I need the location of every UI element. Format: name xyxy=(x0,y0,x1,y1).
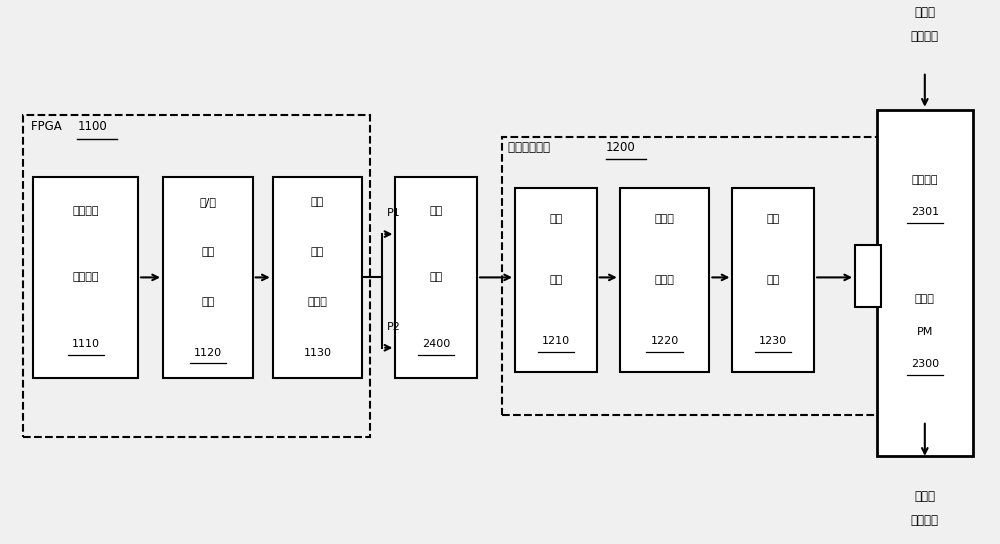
Text: FPGA: FPGA xyxy=(31,120,66,133)
Text: 2400: 2400 xyxy=(422,339,450,349)
Text: 光量子: 光量子 xyxy=(914,490,935,503)
Text: 高速: 高速 xyxy=(311,197,324,207)
Bar xyxy=(732,188,814,372)
Text: 增益放: 增益放 xyxy=(655,214,674,224)
Bar xyxy=(163,177,253,378)
Text: 收发器: 收发器 xyxy=(308,298,327,307)
Text: 随机信号: 随机信号 xyxy=(72,206,99,215)
Text: P1: P1 xyxy=(387,208,401,218)
Text: 光量子: 光量子 xyxy=(914,6,935,18)
Text: 信号输出: 信号输出 xyxy=(911,515,939,528)
Text: 1230: 1230 xyxy=(759,336,787,347)
Bar xyxy=(273,177,362,378)
Text: 串行: 串行 xyxy=(311,248,324,257)
Text: 增益控制网络: 增益控制网络 xyxy=(508,141,554,154)
Bar xyxy=(620,188,709,372)
Text: 1210: 1210 xyxy=(542,336,570,347)
Text: 驱动电极: 驱动电极 xyxy=(912,175,938,185)
Text: 信号输入: 信号输入 xyxy=(911,30,939,43)
Text: 加法: 加法 xyxy=(430,206,443,215)
Text: PM: PM xyxy=(917,326,933,337)
Bar xyxy=(515,188,597,372)
Bar xyxy=(395,177,477,378)
Bar xyxy=(23,115,370,437)
Text: 1100: 1100 xyxy=(77,120,107,133)
Text: 单元: 单元 xyxy=(767,275,780,285)
Text: 1120: 1120 xyxy=(194,348,222,357)
Bar xyxy=(33,177,138,378)
Text: 单元: 单元 xyxy=(201,298,214,307)
Text: 1130: 1130 xyxy=(304,348,332,357)
Bar xyxy=(877,110,973,456)
Bar xyxy=(502,137,879,416)
Text: 电路: 电路 xyxy=(430,273,443,282)
Text: 转换: 转换 xyxy=(201,248,214,257)
Text: 单电极: 单电极 xyxy=(915,294,935,304)
Text: 衰减: 衰减 xyxy=(767,214,780,224)
Text: 2300: 2300 xyxy=(911,359,939,369)
Text: 并/串: 并/串 xyxy=(199,197,216,207)
Text: 大单元: 大单元 xyxy=(655,275,674,285)
Text: 1110: 1110 xyxy=(72,339,100,349)
Text: P2: P2 xyxy=(387,322,401,331)
Text: 1220: 1220 xyxy=(650,336,679,347)
Text: 产生单元: 产生单元 xyxy=(72,273,99,282)
Bar xyxy=(855,245,881,307)
Text: 衰减: 衰减 xyxy=(549,214,562,224)
Text: 1200: 1200 xyxy=(606,141,635,154)
Text: 2301: 2301 xyxy=(911,207,939,218)
Text: 单元: 单元 xyxy=(549,275,562,285)
